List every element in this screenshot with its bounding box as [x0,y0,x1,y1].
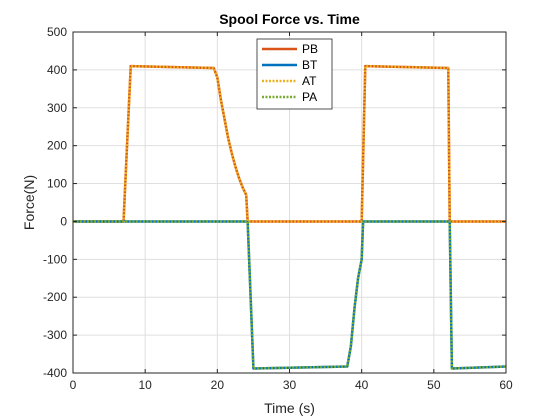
x-tick-label: 60 [499,378,513,392]
x-tick-label: 40 [355,378,369,392]
legend-label-at: AT [302,74,317,88]
y-tick-label: 100 [47,177,67,191]
y-axis-label: Force(N) [21,175,37,230]
legend-label-pa: PA [302,90,317,104]
x-tick-label: 10 [138,378,152,392]
y-tick-label: -300 [43,328,67,342]
legend: PB BT AT PA [256,38,333,110]
series-line-pa [73,220,507,370]
x-axis-label: Time (s) [264,400,315,416]
x-tick-label: 0 [70,378,77,392]
series-lines [73,64,507,370]
y-tick-label: -200 [43,290,67,304]
y-tick-label: 400 [47,63,67,77]
x-tick-label: 20 [211,378,225,392]
x-tick-label: 30 [283,378,297,392]
chart-title: Spool Force vs. Time [219,11,360,27]
y-tick-label: 0 [60,214,67,228]
y-tick-label: 300 [47,101,67,115]
x-tick-label: 50 [427,378,441,392]
ticks: 0 10 20 30 40 50 60 -400 -300 -200 -100 0 100 200 300 4… [43,25,513,392]
legend-label-bt: BT [302,58,318,72]
legend-label-pb: PB [302,42,318,56]
y-tick-label: -400 [43,366,67,380]
y-tick-label: 500 [47,25,67,39]
y-tick-label: 200 [47,139,67,153]
y-tick-label: -100 [43,252,67,266]
series-line-at [73,64,506,223]
